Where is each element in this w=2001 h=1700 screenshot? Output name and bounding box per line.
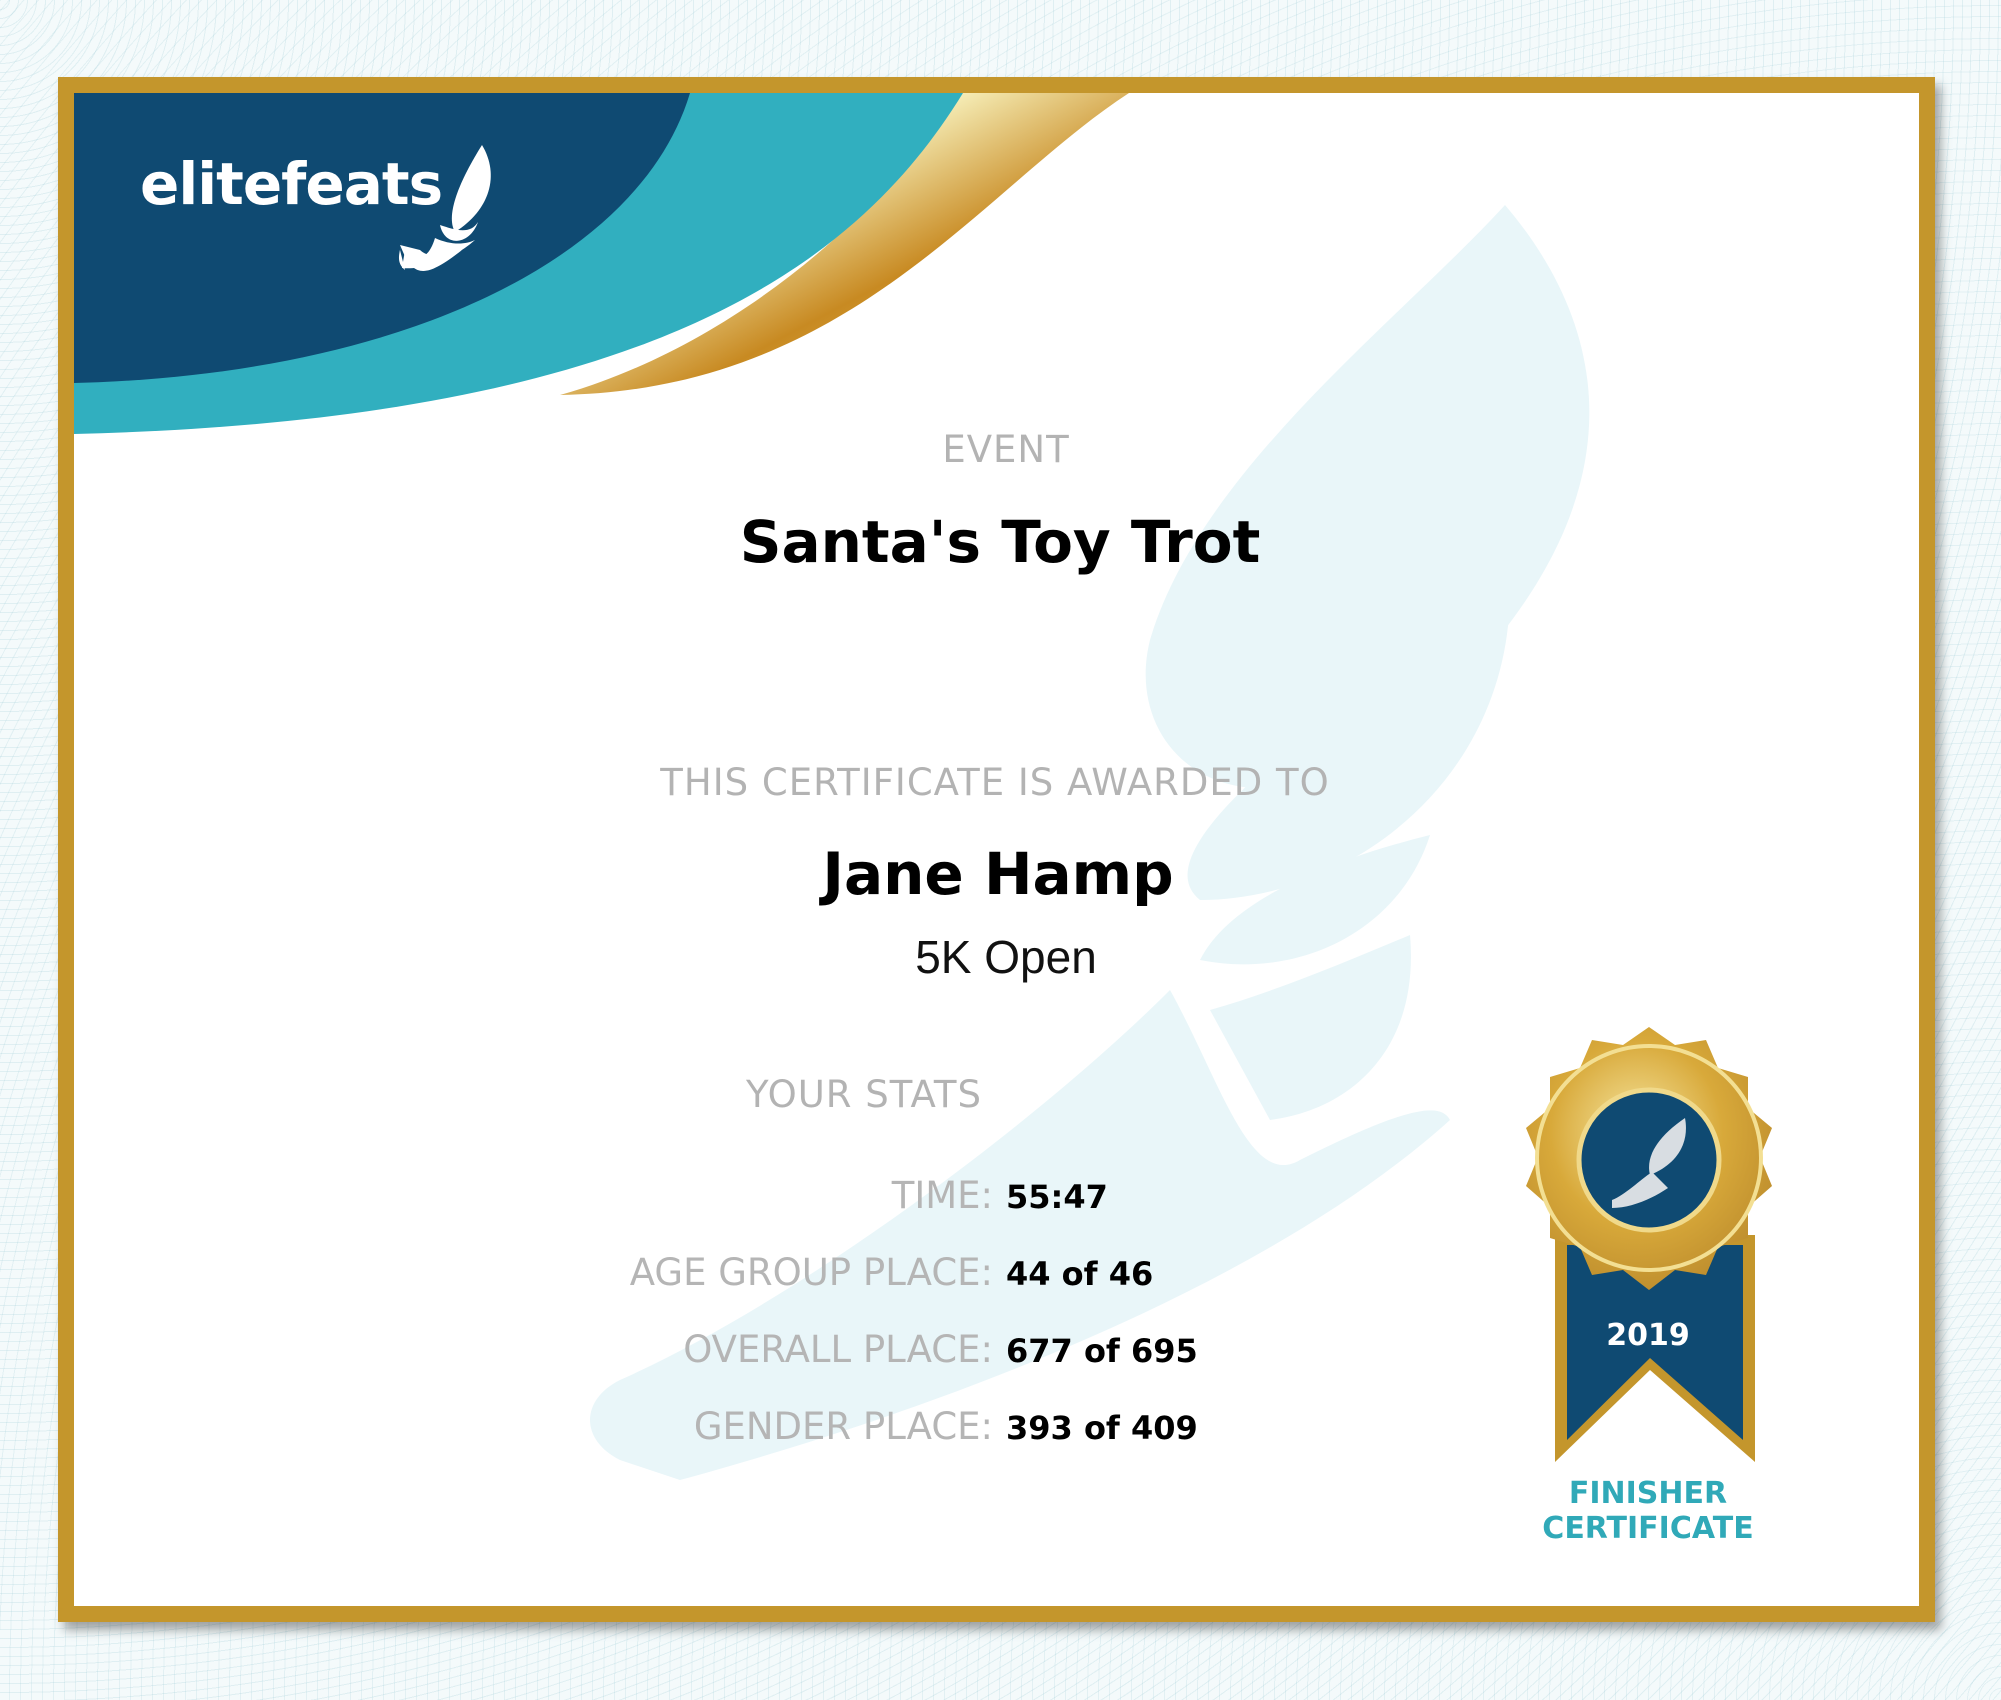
awarded-label: THIS CERTIFICATE IS AWARDED TO xyxy=(660,761,1330,804)
stat-age-group-label: AGE GROUP PLACE: xyxy=(629,1251,993,1294)
event-label: EVENT xyxy=(942,428,1070,471)
finisher-medal xyxy=(1526,1027,1772,1462)
badge-line1: FINISHER xyxy=(1568,1476,1728,1511)
stat-gender-value: 393 of 409 xyxy=(1006,1409,1198,1447)
stat-age-group-value: 44 of 46 xyxy=(1006,1255,1154,1293)
elitefeats-logo: elitefeats xyxy=(140,150,443,218)
badge-caption: FINISHER CERTIFICATE xyxy=(1542,1476,1753,1546)
header-gold-band xyxy=(560,93,1129,395)
header-navy-band xyxy=(74,93,690,383)
stat-gender-label: GENDER PLACE: xyxy=(693,1405,993,1448)
badge-year: 2019 xyxy=(1606,1318,1690,1353)
stat-overall-value: 677 of 695 xyxy=(1006,1332,1198,1370)
medal-winged-foot-icon xyxy=(1612,1118,1686,1208)
badge-line2: CERTIFICATE xyxy=(1542,1511,1754,1546)
stats-label: YOUR STATS xyxy=(746,1073,982,1116)
event-name: Santa's Toy Trot xyxy=(739,508,1261,576)
watermark-winged-foot xyxy=(590,205,1590,1480)
recipient-name: Jane Hamp xyxy=(822,840,1174,908)
division: 5K Open xyxy=(915,931,1097,983)
stat-overall-label: OVERALL PLACE: xyxy=(683,1328,993,1371)
stat-time-label: TIME: xyxy=(891,1174,993,1217)
stat-time-value: 55:47 xyxy=(1006,1178,1108,1216)
logo-winged-foot-icon xyxy=(398,145,491,271)
